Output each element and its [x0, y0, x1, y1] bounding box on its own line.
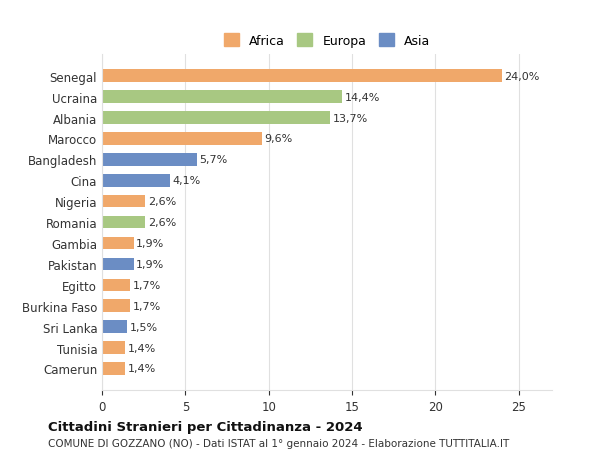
- Text: 9,6%: 9,6%: [265, 134, 293, 144]
- Text: 24,0%: 24,0%: [505, 72, 540, 82]
- Text: 5,7%: 5,7%: [199, 155, 228, 165]
- Bar: [102, 216, 145, 229]
- Text: 2,6%: 2,6%: [148, 218, 176, 228]
- Text: Cittadini Stranieri per Cittadinanza - 2024: Cittadini Stranieri per Cittadinanza - 2…: [48, 420, 362, 433]
- Text: 1,4%: 1,4%: [128, 364, 156, 374]
- Bar: [102, 112, 331, 124]
- Text: 1,7%: 1,7%: [133, 280, 161, 290]
- Text: 1,9%: 1,9%: [136, 239, 164, 248]
- Bar: [102, 237, 134, 250]
- Bar: [102, 174, 170, 187]
- Bar: [102, 300, 130, 312]
- Bar: [102, 279, 130, 291]
- Bar: [102, 91, 342, 104]
- Text: 14,4%: 14,4%: [344, 92, 380, 102]
- Text: 4,1%: 4,1%: [173, 176, 201, 186]
- Text: 1,5%: 1,5%: [130, 322, 158, 332]
- Text: 2,6%: 2,6%: [148, 197, 176, 207]
- Text: 13,7%: 13,7%: [333, 113, 368, 123]
- Bar: [102, 363, 125, 375]
- Bar: [102, 133, 262, 146]
- Text: 1,4%: 1,4%: [128, 343, 156, 353]
- Bar: [102, 341, 125, 354]
- Text: 1,7%: 1,7%: [133, 301, 161, 311]
- Bar: [102, 321, 127, 333]
- Legend: Africa, Europa, Asia: Africa, Europa, Asia: [218, 28, 436, 54]
- Text: 1,9%: 1,9%: [136, 259, 164, 269]
- Bar: [102, 196, 145, 208]
- Bar: [102, 154, 197, 166]
- Text: COMUNE DI GOZZANO (NO) - Dati ISTAT al 1° gennaio 2024 - Elaborazione TUTTITALIA: COMUNE DI GOZZANO (NO) - Dati ISTAT al 1…: [48, 438, 509, 448]
- Bar: [102, 258, 134, 271]
- Bar: [102, 70, 502, 83]
